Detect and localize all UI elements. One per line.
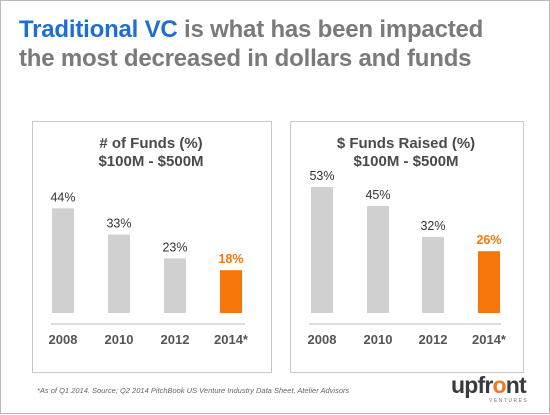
x-tick-funds-2010: 2010 xyxy=(105,332,134,347)
logo-text-pre: upfr xyxy=(451,372,493,398)
data-label-funds-2008: 44% xyxy=(50,190,75,204)
x-tick-raised-2010: 2010 xyxy=(364,332,393,347)
chart-title-raised-line2: $100M - $500M xyxy=(353,153,459,170)
upfront-logo: upfront xyxy=(451,372,527,398)
x-tick-raised-2014: 2014* xyxy=(472,332,507,347)
slide-title: Traditional VC is what has been impacted… xyxy=(19,15,483,73)
chart-title-raised-line1: $ Funds Raised (%) xyxy=(336,135,476,152)
logo-text-post: nt xyxy=(505,372,527,398)
data-label-funds-2010: 33% xyxy=(106,217,131,231)
bar-funds-2008 xyxy=(52,208,74,313)
title-line2: the most decreased in dollars and funds xyxy=(19,45,472,72)
data-label-funds-2014: 18% xyxy=(218,252,243,266)
bar-funds-2010 xyxy=(108,234,130,313)
x-tick-raised-2012: 2012 xyxy=(419,332,448,347)
data-label-raised-2010: 45% xyxy=(365,188,390,202)
title-highlight: Traditional VC xyxy=(19,16,178,43)
chart-title-funds-line1: # of Funds (%) xyxy=(99,135,203,152)
chart-title-funds-line2: $100M - $500M xyxy=(98,153,204,170)
data-label-raised-2012: 32% xyxy=(420,219,445,233)
footnote: *As of Q1 2014. Source; Q2 2014 PitchBoo… xyxy=(37,386,350,395)
chart-title-funds: # of Funds (%) $100M - $500M xyxy=(32,135,270,171)
bar-funds-2014 xyxy=(220,270,242,313)
bar-raised-2012 xyxy=(422,236,444,313)
data-label-raised-2008: 53% xyxy=(309,169,334,183)
bar-raised-2008 xyxy=(311,187,333,313)
logo-o: o xyxy=(492,372,507,398)
x-tick-funds-2012: 2012 xyxy=(161,332,190,347)
data-label-funds-2012: 23% xyxy=(162,240,187,254)
x-tick-funds-2014: 2014* xyxy=(214,332,249,347)
bar-raised-2014 xyxy=(478,251,500,313)
bar-funds-2012 xyxy=(164,258,186,313)
logo-subtitle: VENTURES xyxy=(489,398,529,404)
x-tick-raised-2008: 2008 xyxy=(308,332,337,347)
bar-raised-2010 xyxy=(367,206,389,313)
chart-title-raised: $ Funds Raised (%) $100M - $500M xyxy=(290,135,522,171)
title-line1-rest: is what has been impacted xyxy=(177,16,484,43)
data-label-raised-2014: 26% xyxy=(476,233,501,247)
x-tick-funds-2008: 2008 xyxy=(49,332,78,347)
